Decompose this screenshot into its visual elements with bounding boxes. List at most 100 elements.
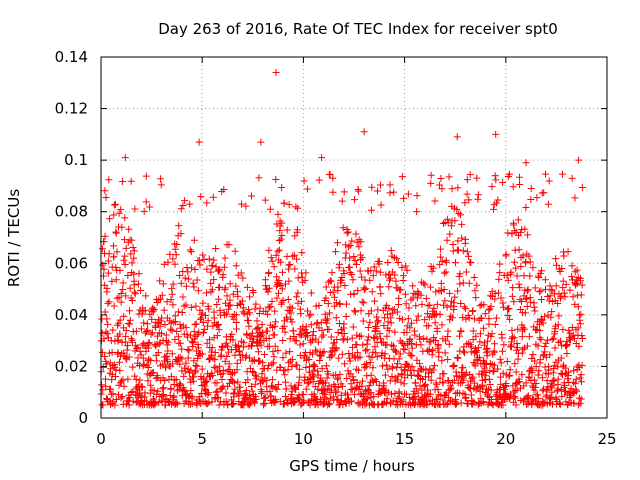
data-point <box>406 335 414 343</box>
data-point <box>324 300 332 308</box>
data-point <box>450 361 458 369</box>
data-point <box>200 256 208 264</box>
data-point <box>350 290 358 298</box>
y-tick-label: 0.1 <box>64 151 88 169</box>
data-point <box>525 252 533 260</box>
data-point <box>311 346 319 354</box>
data-point <box>187 331 195 339</box>
data-point <box>413 316 421 324</box>
data-point <box>444 393 452 401</box>
data-point <box>268 297 276 305</box>
data-point <box>578 281 586 289</box>
data-point <box>233 366 241 374</box>
data-point <box>149 307 157 315</box>
data-point <box>355 243 363 251</box>
data-point <box>340 320 348 328</box>
data-point <box>345 354 353 362</box>
data-point <box>155 399 163 407</box>
data-point <box>429 366 437 374</box>
data-point <box>265 361 273 369</box>
data-point <box>384 365 392 373</box>
data-point <box>417 291 425 299</box>
data-point <box>561 293 569 301</box>
data-point <box>419 347 427 355</box>
data-point <box>422 294 430 302</box>
data-point <box>373 318 381 326</box>
data-point <box>173 400 181 408</box>
data-point <box>334 395 342 403</box>
data-point <box>402 262 410 270</box>
data-point <box>135 381 143 389</box>
data-point <box>365 352 373 360</box>
data-point <box>504 311 512 319</box>
data-point <box>508 341 516 349</box>
data-point <box>208 261 216 269</box>
data-point <box>271 331 279 339</box>
data-point <box>147 357 155 365</box>
data-point <box>334 239 342 247</box>
data-point <box>264 310 272 318</box>
data-point <box>151 400 159 408</box>
data-point <box>274 247 282 255</box>
data-point <box>274 347 282 355</box>
data-point <box>403 266 411 274</box>
data-point <box>290 251 298 259</box>
data-point <box>408 340 416 348</box>
data-point <box>322 283 330 291</box>
data-point <box>462 268 470 276</box>
data-point <box>106 385 114 393</box>
data-point <box>314 367 322 375</box>
data-point <box>446 230 454 238</box>
data-point <box>535 321 543 329</box>
data-point <box>455 210 463 218</box>
data-point <box>116 358 124 366</box>
data-point <box>388 363 396 371</box>
data-point <box>362 285 370 293</box>
data-point <box>445 377 453 385</box>
data-point <box>465 339 473 347</box>
data-point <box>554 300 562 308</box>
data-point <box>531 284 539 292</box>
data-point <box>112 229 120 237</box>
data-point <box>111 401 119 409</box>
data-point <box>400 366 408 374</box>
data-point <box>487 333 495 341</box>
data-point <box>538 374 546 382</box>
data-point <box>503 357 511 365</box>
data-point <box>569 389 577 397</box>
data-point <box>459 314 467 322</box>
data-point <box>559 170 567 178</box>
data-point <box>364 336 372 344</box>
data-point <box>359 377 367 385</box>
data-point <box>320 348 328 356</box>
data-point <box>111 361 119 369</box>
data-point <box>340 329 348 337</box>
data-point <box>516 284 524 292</box>
data-point <box>461 199 469 207</box>
data-point <box>154 332 162 340</box>
data-point <box>438 357 446 365</box>
axis-ticks <box>100 56 608 419</box>
data-point <box>168 326 176 334</box>
data-point <box>359 317 367 325</box>
data-point <box>106 215 114 223</box>
data-point <box>470 398 478 406</box>
data-point <box>484 347 492 355</box>
data-point <box>157 181 165 189</box>
data-point <box>440 370 448 378</box>
data-point <box>366 358 374 366</box>
data-point <box>344 367 352 375</box>
data-point <box>221 357 229 365</box>
data-point <box>507 392 515 400</box>
data-point <box>269 348 277 356</box>
data-point <box>137 286 145 294</box>
data-point <box>489 368 497 376</box>
data-point <box>528 382 536 390</box>
data-point <box>237 269 245 277</box>
data-point <box>135 270 143 278</box>
data-point <box>257 138 265 146</box>
data-point <box>283 226 291 234</box>
data-point <box>427 283 435 291</box>
data-point <box>338 276 346 284</box>
data-point <box>230 379 238 387</box>
